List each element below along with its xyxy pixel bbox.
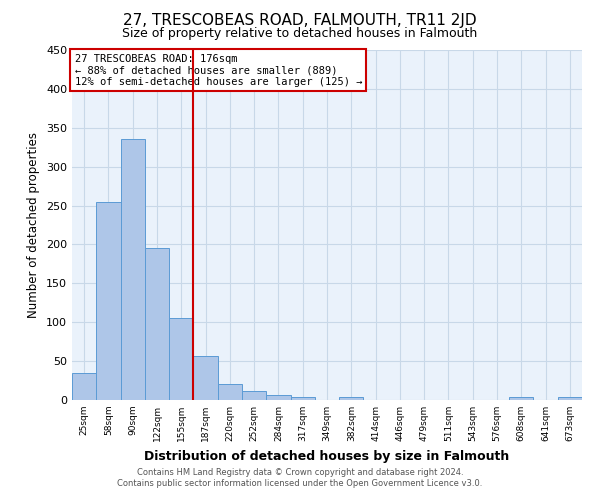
Bar — [242, 392, 266, 400]
Text: Contains HM Land Registry data © Crown copyright and database right 2024.
Contai: Contains HM Land Registry data © Crown c… — [118, 468, 482, 487]
Text: Size of property relative to detached houses in Falmouth: Size of property relative to detached ho… — [122, 28, 478, 40]
Bar — [72, 373, 96, 400]
Text: 27, TRESCOBEAS ROAD, FALMOUTH, TR11 2JD: 27, TRESCOBEAS ROAD, FALMOUTH, TR11 2JD — [123, 12, 477, 28]
Bar — [509, 397, 533, 400]
Bar — [339, 397, 364, 400]
Bar — [558, 397, 582, 400]
Bar — [121, 140, 145, 400]
Bar — [145, 248, 169, 400]
Bar — [169, 318, 193, 400]
Bar — [266, 396, 290, 400]
Y-axis label: Number of detached properties: Number of detached properties — [28, 132, 40, 318]
Bar — [193, 356, 218, 400]
Bar — [290, 397, 315, 400]
X-axis label: Distribution of detached houses by size in Falmouth: Distribution of detached houses by size … — [145, 450, 509, 462]
Bar — [96, 202, 121, 400]
Text: 27 TRESCOBEAS ROAD: 176sqm
← 88% of detached houses are smaller (889)
12% of sem: 27 TRESCOBEAS ROAD: 176sqm ← 88% of deta… — [74, 54, 362, 86]
Bar — [218, 384, 242, 400]
